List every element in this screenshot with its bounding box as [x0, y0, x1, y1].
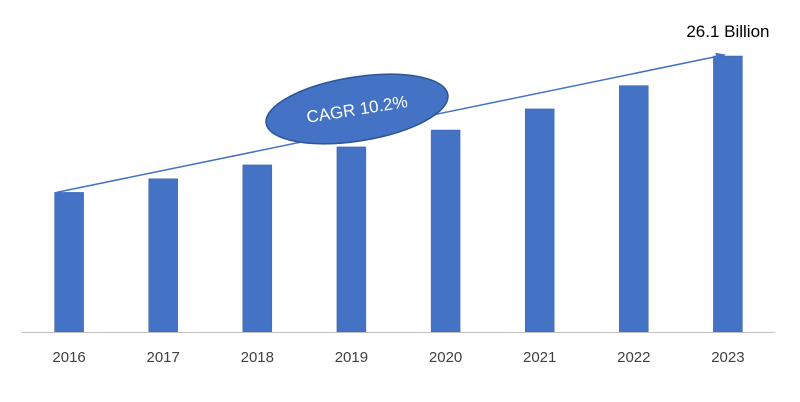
- x-tick-label-2019: 2019: [335, 349, 368, 366]
- x-tick-label-2021: 2021: [523, 349, 556, 366]
- x-tick-label-2018: 2018: [241, 349, 274, 366]
- bar-2018: [242, 164, 273, 333]
- cagr-ellipse: [265, 73, 449, 145]
- bar-2020: [430, 129, 461, 333]
- end-value-label: 26.1 Billion: [686, 22, 769, 41]
- bar-2021: [524, 108, 555, 333]
- bars-layer: [54, 55, 743, 333]
- x-tick-label-2023: 2023: [711, 349, 744, 366]
- x-tick-label-2016: 2016: [52, 349, 85, 366]
- bar-2016: [54, 192, 84, 333]
- x-tick-label-2022: 2022: [617, 349, 650, 366]
- bar-2023: [713, 55, 743, 333]
- bar-2022: [619, 85, 649, 333]
- x-tick-label-2017: 2017: [147, 349, 180, 366]
- bar-2019: [336, 146, 367, 333]
- x-tick-label-2020: 2020: [429, 349, 462, 366]
- x-tick-labels: 2016 2017 2018 2019 2020 2021 2022 2023: [52, 349, 744, 366]
- bar-2017: [148, 178, 178, 333]
